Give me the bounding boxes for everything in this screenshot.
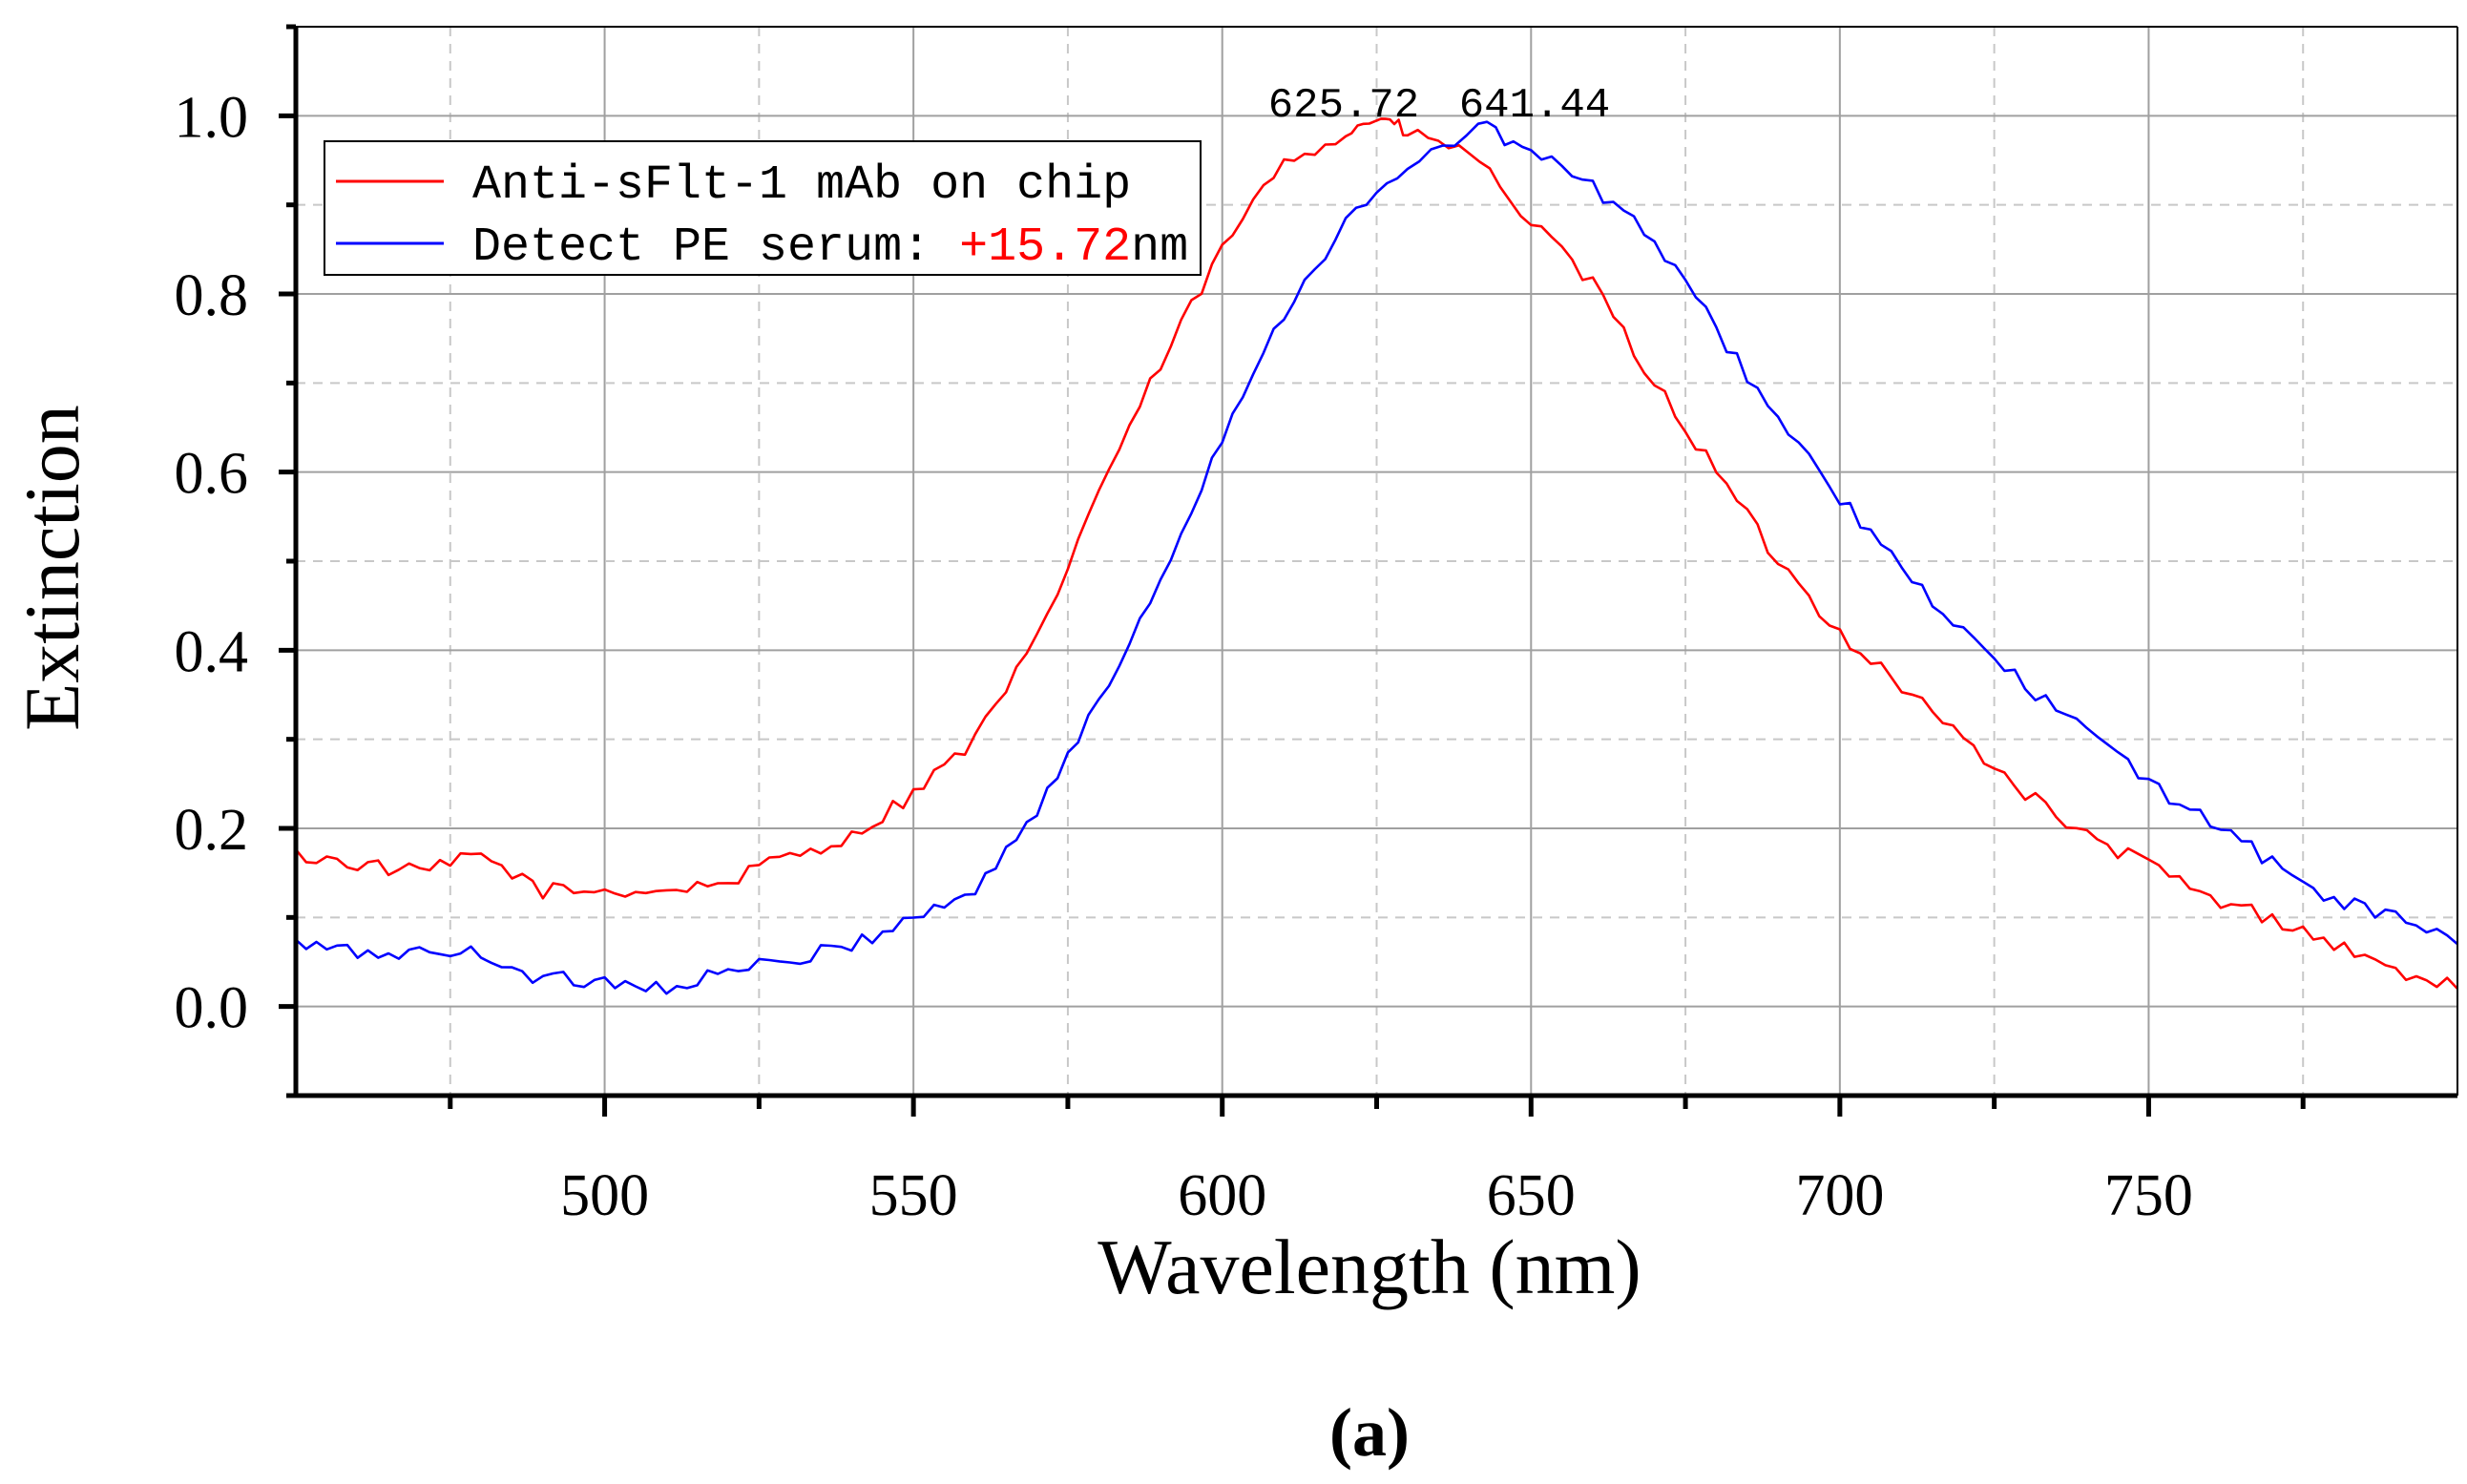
peak-label-1: 625.72	[1268, 82, 1419, 130]
plot-area	[294, 117, 2458, 995]
panel-label: (a)	[1329, 1394, 1410, 1471]
series-line-2	[295, 120, 2458, 995]
axes	[279, 24, 2458, 1117]
legend-box	[324, 140, 1202, 276]
legend-entry-2-prefix: Detect PE serum:	[472, 220, 959, 275]
legend: Anti-sFlt-1 mAb on chip Detect PE serum:…	[324, 140, 1202, 276]
legend-entry-2-unit: nm	[1131, 220, 1188, 275]
x-tick-label: 700	[1795, 1163, 1884, 1228]
y-tick-label: 1.0	[175, 85, 249, 150]
tick-labels: 500 550 600 650 700 750 0.0 0.2 0.4 0.6 0.8 1.0	[175, 85, 2193, 1228]
legend-entry-2-shift: +15.72	[959, 220, 1131, 275]
y-tick-label: 0.4	[175, 619, 249, 684]
grid	[296, 27, 2457, 1096]
series-line-1	[294, 117, 2458, 990]
x-tick-label: 550	[869, 1163, 958, 1228]
x-axis-title: Wavelength (nm)	[1098, 1223, 1641, 1310]
x-tick-label: 750	[2104, 1163, 2193, 1228]
peak-label-2: 641.44	[1459, 82, 1610, 130]
y-tick-label: 0.8	[175, 263, 249, 328]
legend-entry-1: Anti-sFlt-1 mAb on chip	[472, 158, 1131, 213]
y-tick-label: 0.6	[175, 442, 249, 507]
y-tick-label: 0.0	[175, 976, 249, 1041]
y-tick-label: 0.2	[175, 798, 249, 863]
x-tick-label: 500	[560, 1163, 649, 1228]
x-tick-label: 600	[1178, 1163, 1266, 1228]
x-tick-label: 650	[1487, 1163, 1576, 1228]
legend-entry-2: Detect PE serum: +15.72nm	[472, 220, 1188, 275]
y-axis-title: Extinction	[9, 405, 95, 731]
